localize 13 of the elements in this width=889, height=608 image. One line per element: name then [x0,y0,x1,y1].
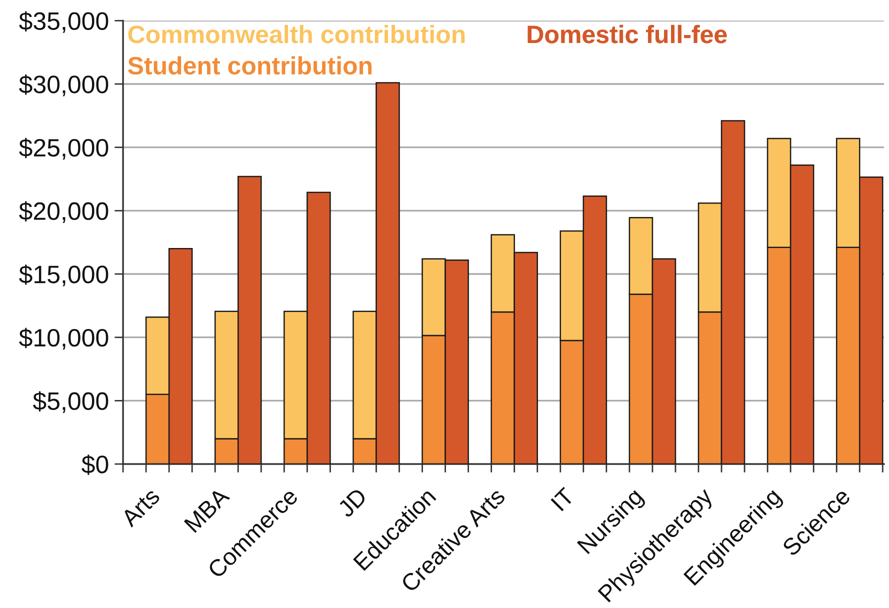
text: Student contribution [128,56,372,75]
y-tick-label: $15,000 [19,264,108,286]
text: Domestic full-fee [528,24,727,44]
text: Commonwealth contribution [128,24,465,44]
y-tick-label: $25,000 [19,138,108,160]
y-tick-label: $5,000 [32,391,108,413]
x-tick-label: Arts [120,487,161,528]
y-tick-label: $30,000 [19,74,108,96]
y-tick-label: $20,000 [19,201,108,223]
x-tick-label: IT [550,486,576,512]
y-tick-label: $10,000 [19,328,108,350]
y-tick-label: $35,000 [19,11,108,33]
y-tick-label: $0 [82,454,108,475]
